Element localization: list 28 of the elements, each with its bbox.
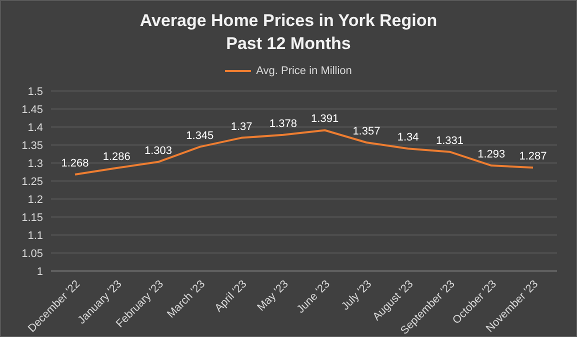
x-tick-label: May '23 bbox=[255, 278, 291, 314]
legend-label: Avg. Price in Million bbox=[256, 65, 352, 77]
chart-subtitle: Past 12 Months bbox=[225, 33, 352, 55]
data-label: 1.331 bbox=[436, 134, 464, 147]
data-label: 1.268 bbox=[61, 158, 89, 170]
data-label: 1.303 bbox=[144, 144, 172, 157]
y-tick-label: 1.3 bbox=[28, 158, 43, 170]
data-label: 1.293 bbox=[478, 148, 506, 161]
y-tick-label: 1.4 bbox=[28, 122, 43, 134]
x-tick-label: July '23 bbox=[339, 278, 374, 313]
data-label: 1.391 bbox=[311, 113, 339, 126]
data-label: 1.345 bbox=[186, 130, 214, 142]
y-tick-label: 1.5 bbox=[28, 86, 43, 98]
chart-title: Average Home Prices in York Region bbox=[138, 10, 438, 32]
y-tick-label: 1.45 bbox=[22, 104, 43, 116]
y-tick-label: 1 bbox=[36, 266, 43, 278]
y-tick-label: 1.15 bbox=[22, 212, 43, 224]
y-tick-label: 1.25 bbox=[22, 176, 43, 188]
data-label: 1.37 bbox=[230, 120, 252, 133]
data-label: 1.378 bbox=[269, 118, 297, 130]
data-label: 1.34 bbox=[397, 132, 419, 144]
data-label: 1.286 bbox=[102, 151, 130, 164]
data-label: 1.357 bbox=[352, 125, 380, 138]
y-tick-label: 1.05 bbox=[22, 248, 43, 260]
y-tick-label: 1.1 bbox=[28, 230, 43, 242]
data-label: 1.287 bbox=[519, 150, 547, 163]
y-tick-label: 1.35 bbox=[22, 140, 43, 152]
y-tick-label: 1.2 bbox=[28, 194, 43, 206]
